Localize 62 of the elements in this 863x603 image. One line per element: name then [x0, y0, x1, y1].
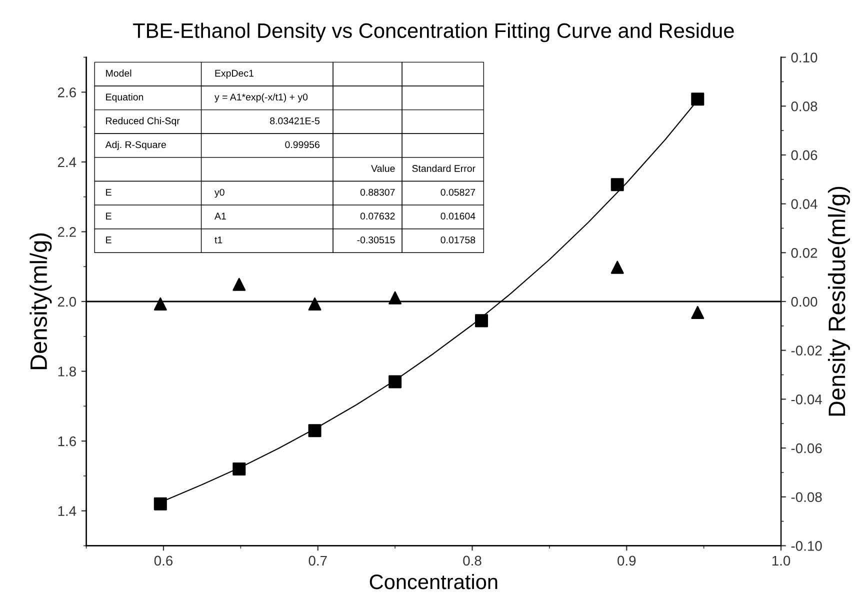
annotation: E	[106, 236, 112, 244]
point	[232, 278, 246, 291]
annotation: A1	[214, 212, 226, 220]
annotation: 0.01758	[440, 236, 476, 244]
y2-tick-label: -0.02	[791, 346, 822, 356]
x-tick-label: 0.6	[154, 556, 173, 566]
annotation: 0.05827	[440, 188, 476, 196]
y2-tick-label: 0.10	[791, 52, 818, 62]
x-tick-label: 0.7	[308, 556, 327, 566]
y-tick-label: 2.0	[58, 296, 76, 307]
y-tick-label: 2.4	[58, 157, 76, 167]
annotation: t1	[214, 236, 222, 244]
annotation: Model	[106, 70, 132, 77]
y-tick-label: 1.6	[58, 436, 76, 446]
y2-tick-label: 0.04	[791, 199, 818, 209]
y-tick-label: 2.2	[58, 227, 76, 237]
point	[232, 462, 246, 476]
y-tick-label: 1.4	[58, 506, 76, 516]
x-axis-title: Concentration	[370, 574, 498, 590]
annotation: Standard Error	[412, 164, 476, 172]
point	[154, 497, 167, 510]
y2-tick-label: 0.06	[791, 150, 818, 160]
point	[308, 424, 322, 438]
annotation: Reduced Chi-Sqr	[106, 117, 180, 126]
x-tick-label: 1.0	[772, 556, 790, 566]
annotation: 0.99956	[285, 141, 320, 148]
annotation: ExpDec1	[215, 70, 254, 79]
point	[388, 291, 402, 304]
chart-title: TBE-Ethanol Density vs Concentration Fitting Curve and Residue	[133, 22, 734, 42]
y2-tick-label: -0.06	[791, 443, 822, 454]
annotation: 8.03421E-5	[270, 117, 320, 124]
annotation: 0.07632	[360, 212, 395, 220]
annotation: -0.30515	[357, 236, 395, 244]
point	[154, 297, 167, 310]
annotation: Equation	[106, 93, 144, 102]
point	[691, 92, 704, 106]
annotation: Value	[371, 164, 395, 172]
x-tick-label: 0.8	[463, 556, 482, 566]
y2-tick-label: 0.00	[791, 296, 818, 307]
annotation: E	[106, 212, 112, 220]
y2-tick-label: -0.04	[791, 394, 822, 404]
y2-tick-label: -0.10	[791, 541, 822, 551]
x-tick-label: 0.9	[618, 556, 636, 566]
y-tick-label: 1.8	[58, 366, 76, 376]
point	[610, 178, 624, 192]
point	[475, 314, 488, 328]
point	[388, 375, 402, 388]
point	[691, 306, 704, 319]
annotation: 0.01604	[440, 212, 476, 220]
annotation: Adj. R-Square	[105, 140, 166, 150]
point	[308, 297, 322, 310]
y2-axis-title: Density Residue(ml/g)	[828, 186, 850, 416]
y-tick-label: 2.6	[58, 88, 76, 98]
annotation: y0	[214, 188, 224, 198]
annotation: 0.88307	[360, 188, 395, 196]
y2-tick-label: -0.08	[791, 492, 822, 502]
annotation: E	[106, 188, 112, 196]
annotation: y = A1*exp(-x/t1) + y0	[214, 93, 308, 102]
y2-tick-label: 0.08	[791, 101, 818, 112]
point	[610, 260, 624, 274]
y2-tick-label: 0.02	[791, 248, 818, 258]
y-axis-title: Density(ml/g)	[30, 233, 52, 370]
